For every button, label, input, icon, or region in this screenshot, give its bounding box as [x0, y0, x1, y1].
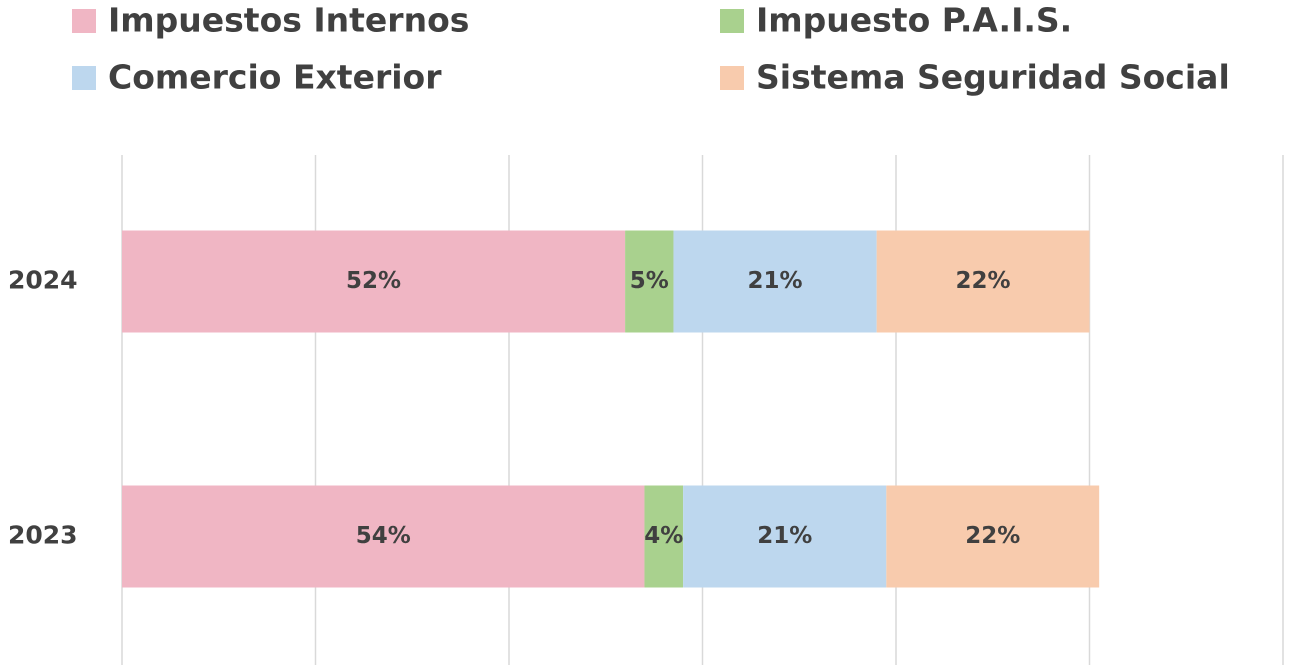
bar-segment [673, 230, 877, 333]
data-label: 5% [630, 268, 669, 294]
bar-segment [886, 485, 1100, 588]
data-label: 4% [644, 523, 683, 549]
bar-segment [122, 485, 645, 588]
bar-segment [625, 230, 674, 333]
legend-swatch [720, 9, 744, 33]
bar-segment [644, 485, 684, 588]
data-label: 54% [356, 523, 411, 549]
data-label: 21% [757, 523, 812, 549]
legend-label: Sistema Seguridad Social [756, 58, 1230, 97]
y-tick-label: 2024 [8, 266, 78, 295]
data-label: 22% [965, 523, 1020, 549]
legend-swatch [72, 9, 96, 33]
legend-label: Comercio Exterior [108, 58, 442, 97]
bar-segment [122, 230, 626, 333]
bar-segment [683, 485, 887, 588]
legend-swatch [72, 66, 96, 90]
data-label: 22% [956, 268, 1011, 294]
data-label: 21% [748, 268, 803, 294]
y-tick-label: 2023 [8, 521, 78, 550]
data-label: 52% [346, 268, 401, 294]
legend-swatch [720, 66, 744, 90]
legend-label: Impuestos Internos [108, 1, 469, 40]
legend-label: Impuesto P.A.I.S. [756, 1, 1072, 40]
bar-segment [876, 230, 1090, 333]
